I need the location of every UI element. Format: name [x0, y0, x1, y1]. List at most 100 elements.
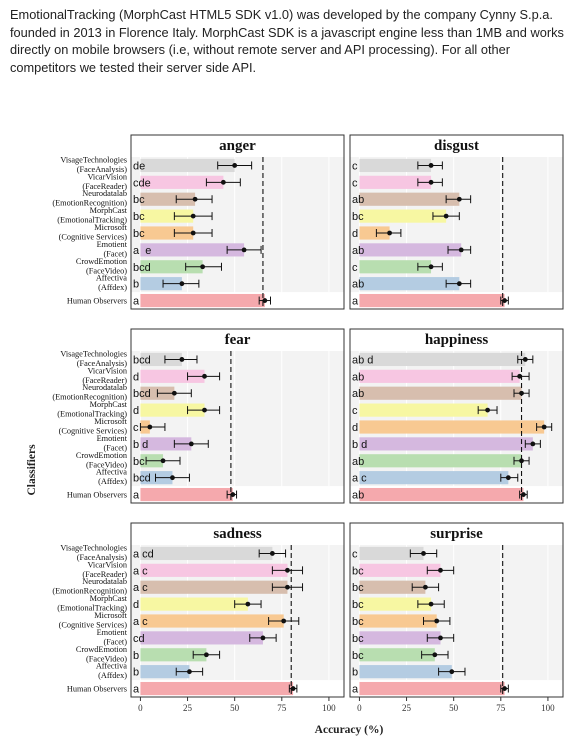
bar — [359, 597, 432, 611]
mean-point — [192, 196, 198, 202]
bar — [140, 293, 265, 308]
mean-point — [202, 407, 207, 413]
classifier-label: Microsoft — [94, 223, 127, 232]
panel-happiness: happiness ab d ab ab cd b d ab a c ab — [349, 328, 564, 504]
classifier-label: Human Observers — [67, 685, 127, 694]
classifier-label: (Affdex) — [98, 477, 127, 486]
mean-point — [190, 213, 196, 219]
mean-point — [432, 652, 438, 658]
bar — [140, 580, 288, 594]
bar — [359, 403, 488, 417]
bar — [359, 648, 435, 662]
bar — [140, 277, 182, 291]
mean-point — [428, 163, 434, 168]
significance-letters: d — [133, 405, 139, 417]
significance-letters: d — [133, 371, 139, 383]
significance-letters: a — [133, 684, 140, 696]
significance-letters: b d — [133, 439, 148, 451]
classifier-label: Microsoft — [94, 417, 127, 426]
classifier-label: (EmotionRecognition) — [52, 393, 127, 402]
significance-letters: a — [352, 684, 359, 696]
classifier-label: Emotient — [97, 434, 128, 443]
classifier-label: (Facet) — [104, 443, 128, 452]
mean-point — [517, 373, 523, 379]
classifier-label: (EmotionRecognition) — [52, 587, 127, 596]
significance-letters: bcd — [133, 388, 151, 400]
bar — [359, 209, 447, 223]
x-tick-label: 0 — [357, 703, 362, 713]
panel-frame — [130, 134, 345, 310]
significance-letters: ab — [352, 279, 364, 291]
significance-letters: ab — [352, 490, 364, 502]
mean-point — [456, 196, 462, 202]
mean-point — [438, 635, 443, 641]
mean-point — [456, 281, 462, 287]
x-tick-label: 50 — [449, 703, 459, 713]
x-tick-label: 75 — [277, 703, 287, 713]
panel-surprise: surprise c bc bc bc bc bc bc ba — [349, 522, 564, 698]
classifier-label: (FaceAnalysis) — [77, 553, 127, 562]
significance-letters: a c — [133, 565, 148, 577]
mean-point — [502, 298, 507, 303]
bar — [140, 487, 233, 502]
bar — [359, 614, 437, 628]
x-tick-label: 0 — [138, 703, 143, 713]
classifier-label: CrowdEmotion — [76, 257, 128, 266]
classifier-label: (FaceAnalysis) — [77, 165, 127, 174]
bar — [140, 614, 284, 628]
mean-point — [502, 686, 507, 691]
classifier-label: (Cognitive Services) — [59, 427, 128, 436]
x-tick-label: 25 — [183, 703, 193, 713]
significance-letters: de — [133, 160, 145, 172]
mean-point — [522, 357, 528, 362]
bar — [140, 243, 245, 257]
significance-letters: a c — [352, 473, 367, 485]
classifier-label: VicarVision — [87, 560, 127, 569]
mean-point — [245, 601, 251, 607]
classifier-label: Neurodatalab — [82, 577, 127, 586]
significance-letters: bc — [133, 211, 145, 223]
classifier-label: VicarVision — [87, 366, 127, 375]
bar — [359, 192, 460, 206]
label-group: VisageTechnologies(FaceAnalysis)VicarVis… — [52, 349, 128, 499]
bar — [140, 369, 205, 383]
bar — [359, 437, 533, 451]
classifier-label: CrowdEmotion — [76, 451, 128, 460]
bar — [140, 352, 182, 367]
classifier-label: Emotient — [97, 240, 128, 249]
significance-letters: bc — [133, 456, 145, 468]
classifier-label: MorphCast — [90, 400, 128, 409]
bar — [140, 648, 207, 662]
bar — [140, 437, 192, 451]
mean-point — [541, 424, 547, 430]
panel-title: anger — [219, 138, 256, 154]
classifier-label: CrowdEmotion — [76, 645, 128, 654]
label-group: VisageTechnologies(FaceAnalysis)VicarVis… — [52, 155, 128, 305]
classifier-label: (FaceVideo) — [86, 266, 127, 275]
significance-letters: a — [133, 490, 140, 502]
mean-point — [188, 441, 194, 447]
classifier-label: (FaceReader) — [82, 376, 127, 385]
panel-anger: anger de cde bc bc bc a e bcd ba — [130, 134, 345, 310]
significance-letters: bc — [133, 194, 145, 206]
mean-point — [232, 163, 238, 168]
significance-letters: bcd — [133, 262, 151, 274]
mean-point — [458, 247, 464, 253]
mean-point — [190, 230, 196, 236]
classifier-label: (Cognitive Services) — [59, 233, 128, 242]
mean-point — [200, 264, 206, 270]
mean-point — [485, 407, 491, 413]
bar — [359, 454, 522, 468]
classifier-label: Affectiva — [96, 468, 127, 477]
significance-letters: c — [352, 160, 358, 172]
bar — [359, 175, 432, 189]
classifier-label: (FaceVideo) — [86, 460, 127, 469]
panel-frame — [130, 522, 345, 698]
mean-point — [519, 458, 524, 464]
significance-letters: d — [133, 599, 139, 611]
significance-letters: bc — [352, 211, 364, 223]
significance-letters: ab d — [352, 354, 373, 366]
bar — [140, 681, 294, 696]
